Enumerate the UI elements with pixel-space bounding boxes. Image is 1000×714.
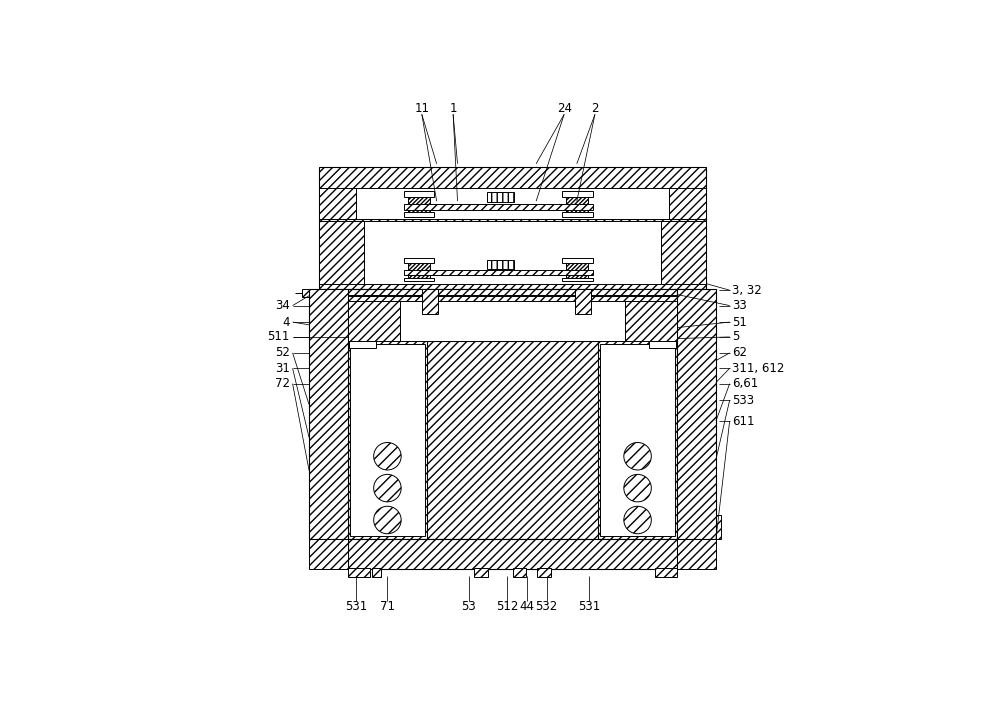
Bar <box>319 167 706 218</box>
Bar <box>600 344 675 536</box>
Bar <box>566 193 588 216</box>
Text: 51: 51 <box>732 316 747 328</box>
Text: 44: 44 <box>519 600 534 613</box>
Bar <box>677 289 716 539</box>
Bar <box>319 221 364 283</box>
Bar <box>348 296 677 301</box>
Bar <box>364 221 661 283</box>
Bar <box>356 188 669 218</box>
Circle shape <box>624 506 651 534</box>
Bar <box>404 204 593 210</box>
Bar <box>677 539 716 570</box>
Text: 533: 533 <box>732 393 755 407</box>
Circle shape <box>374 443 401 470</box>
Bar <box>487 191 514 201</box>
Text: 24: 24 <box>557 102 572 115</box>
Bar <box>566 261 588 281</box>
Bar <box>422 289 438 314</box>
Bar <box>404 278 434 281</box>
Bar <box>408 193 430 216</box>
Bar <box>400 295 625 341</box>
Text: 532: 532 <box>535 600 558 613</box>
Text: 33: 33 <box>732 299 747 312</box>
Text: 62: 62 <box>732 346 747 359</box>
Bar <box>487 260 514 269</box>
Bar <box>562 212 593 216</box>
Bar <box>537 568 551 577</box>
Bar <box>350 344 425 536</box>
Text: 512: 512 <box>496 600 518 613</box>
Bar <box>562 258 593 263</box>
Bar <box>348 539 677 570</box>
Text: 34: 34 <box>275 299 290 312</box>
Circle shape <box>374 474 401 502</box>
Bar <box>562 278 593 281</box>
Text: 1: 1 <box>449 102 457 115</box>
Bar <box>319 218 706 289</box>
Bar <box>512 568 526 577</box>
Bar <box>404 191 434 197</box>
Circle shape <box>374 506 401 534</box>
Text: 31: 31 <box>275 362 290 375</box>
Circle shape <box>624 443 651 470</box>
Circle shape <box>624 474 651 502</box>
Text: 53: 53 <box>461 600 476 613</box>
Bar <box>427 341 598 539</box>
Text: 11: 11 <box>414 102 429 115</box>
Bar <box>669 188 706 218</box>
Bar <box>404 212 434 216</box>
Bar <box>348 568 370 577</box>
Bar <box>655 568 677 577</box>
Text: 531: 531 <box>578 600 601 613</box>
Text: 611: 611 <box>732 415 755 428</box>
Bar <box>348 295 400 341</box>
Text: 52: 52 <box>275 346 290 359</box>
Bar <box>372 568 381 577</box>
Text: 6,61: 6,61 <box>732 377 759 390</box>
Bar <box>474 568 488 577</box>
Bar <box>562 191 593 197</box>
Bar <box>348 289 677 539</box>
Bar <box>649 341 676 348</box>
Text: 71: 71 <box>380 600 395 613</box>
Bar <box>319 188 356 218</box>
Bar <box>716 515 721 539</box>
Text: 531: 531 <box>345 600 367 613</box>
Text: 3, 32: 3, 32 <box>732 283 762 297</box>
Text: 72: 72 <box>275 377 290 390</box>
Bar <box>309 289 348 539</box>
Text: 511: 511 <box>267 331 290 343</box>
Bar <box>309 539 348 570</box>
Bar <box>625 295 677 341</box>
Bar <box>661 221 706 283</box>
Text: 5: 5 <box>732 331 740 343</box>
Bar <box>404 258 434 263</box>
Bar <box>404 270 593 275</box>
Text: 4: 4 <box>282 316 290 328</box>
Bar <box>575 289 591 314</box>
Bar <box>302 289 309 297</box>
Text: 2: 2 <box>591 102 599 115</box>
Bar <box>349 341 376 348</box>
Bar <box>408 261 430 281</box>
Text: 311, 612: 311, 612 <box>732 362 785 375</box>
